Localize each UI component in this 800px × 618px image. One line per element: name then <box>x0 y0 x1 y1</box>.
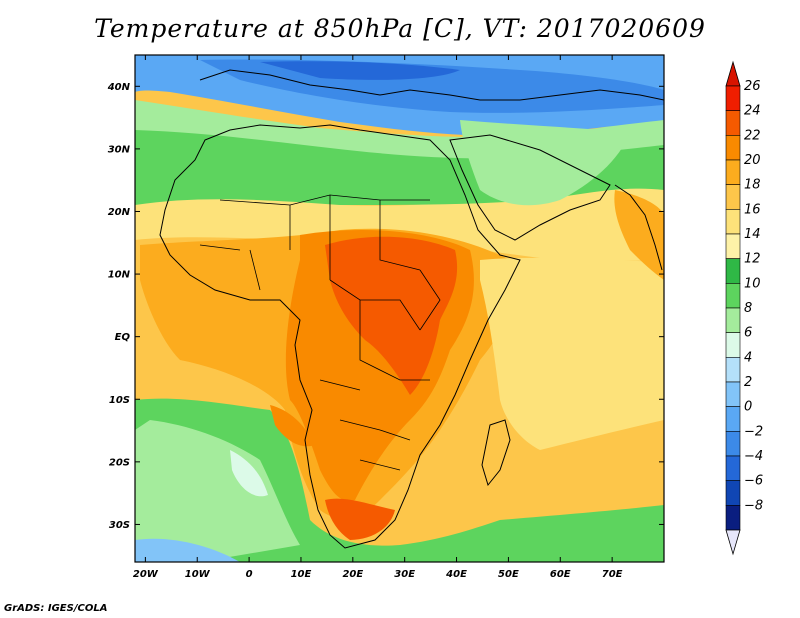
lon-tick-label: 60E <box>550 569 571 580</box>
colorbar-level-label: 4 <box>744 350 752 365</box>
colorbar-swatch <box>725 480 741 506</box>
colorbar-level-label: 24 <box>744 104 761 119</box>
colorbar-level-label: 14 <box>744 227 761 242</box>
colorbar-swatch <box>725 135 741 161</box>
colorbar-swatch <box>725 505 741 531</box>
axis-ticks <box>135 55 664 562</box>
lat-tick-label: EQ <box>115 332 131 343</box>
lon-tick-label: 10E <box>291 569 312 580</box>
colorbar-swatch <box>725 357 741 383</box>
colorbar-bottom-arrow <box>725 529 741 556</box>
africa-coastline <box>159 124 521 549</box>
field-hot-core-south <box>325 498 395 540</box>
colorbar-level-label: 6 <box>744 326 752 341</box>
colorbar-swatch <box>725 209 741 235</box>
lon-tick-label: 30E <box>394 569 415 580</box>
colorbar-swatch <box>725 332 741 358</box>
colorbar-level-label: 18 <box>744 178 761 193</box>
map-title: Temperature at 850hPa [C], VT: 201702060… <box>94 14 706 43</box>
colorbar-level-label: 10 <box>744 276 761 291</box>
country-borders <box>199 194 441 471</box>
lon-tick-label: 10W <box>185 569 211 580</box>
colorbar-level-label: 20 <box>744 153 761 168</box>
colorbar-level-label: 22 <box>744 128 761 143</box>
lat-tick-label: 30S <box>109 520 130 531</box>
colorbar-level-label: 2 <box>744 375 752 390</box>
arabia-coastline <box>449 134 611 241</box>
field-hot-core-sw <box>270 405 315 447</box>
colorbar-swatch <box>725 110 741 136</box>
colorbar-swatch <box>725 431 741 457</box>
colorbar-swatch <box>725 283 741 309</box>
field-south-ocean-pale <box>135 420 300 562</box>
colorbar-swatch <box>725 85 741 111</box>
colorbar-level-label: 8 <box>744 301 752 316</box>
lat-tick-label: 20N <box>108 207 131 218</box>
field-cold-deep <box>260 61 460 80</box>
lat-axis: 40N 30N 20N 10N EQ 10S 20S 30S <box>107 82 131 531</box>
lon-tick-label: 50E <box>498 569 519 580</box>
field-indian-yellow <box>480 257 664 450</box>
lat-tick-label: 30N <box>108 144 131 155</box>
field-south-cool-patch <box>230 450 268 497</box>
colorbar-level-label: 12 <box>744 252 761 267</box>
lon-tick-label: 20E <box>342 569 363 580</box>
colorbar-swatch <box>725 406 741 432</box>
lat-tick-label: 10N <box>108 270 131 281</box>
colorbar-level-label: −4 <box>744 449 763 464</box>
colorbar-swatch <box>725 381 741 407</box>
colorbar-swatch <box>725 184 741 210</box>
colorbar-level-label: −6 <box>744 474 763 489</box>
temperature-field <box>135 55 664 562</box>
field-sahel-yellow <box>135 187 664 261</box>
lat-tick-label: 10S <box>109 395 130 406</box>
colorbar-level-label: −2 <box>744 424 763 439</box>
field-sw-blue <box>135 538 240 562</box>
colorbar-level-label: 0 <box>744 400 752 415</box>
colorbar-swatch <box>725 455 741 481</box>
lon-axis: 20W 10W 0 10E 20E 30E 40E 50E 60E 70E <box>133 569 623 580</box>
lon-tick-label: 0 <box>246 569 253 580</box>
india-coastline <box>614 184 663 271</box>
credit-text: GrADS: IGES/COLA <box>4 603 108 614</box>
colorbar-swatch <box>725 233 741 259</box>
madagascar-coastline <box>481 419 511 487</box>
europe-coastline <box>199 69 664 101</box>
lon-tick-label: 70E <box>602 569 623 580</box>
colorbar-swatch <box>725 307 741 333</box>
colorbar-swatch <box>725 159 741 185</box>
field-arabia-green <box>460 120 630 206</box>
colorbar-level-label: 26 <box>744 79 761 94</box>
colorbar-level-label: −8 <box>744 498 763 513</box>
colorbar-level-label: 16 <box>744 202 761 217</box>
lon-tick-label: 40E <box>445 569 467 580</box>
coastlines <box>159 69 664 549</box>
plot-frame <box>134 54 665 563</box>
colorbar-top-arrow <box>725 60 741 87</box>
colorbar-swatch <box>725 258 741 284</box>
field-india-orange <box>614 190 664 280</box>
lon-tick-label: 20W <box>133 569 159 580</box>
lat-tick-label: 20S <box>109 457 130 468</box>
lat-tick-label: 40N <box>107 82 131 93</box>
